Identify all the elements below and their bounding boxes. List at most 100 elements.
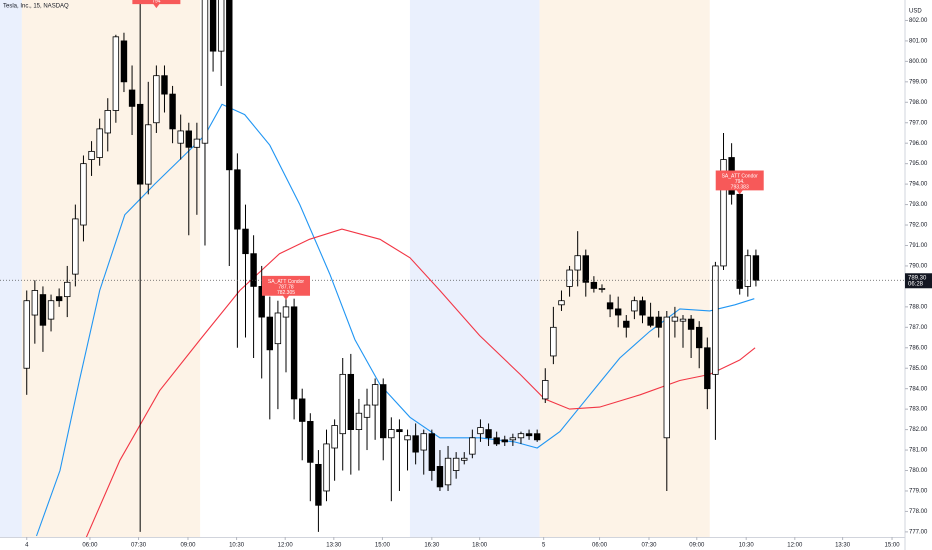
annotation-text: 794.: [735, 179, 745, 185]
annotation-text: 793.383: [731, 185, 749, 191]
candle-body: [712, 265, 719, 375]
x-tick-label: 09:00: [689, 543, 705, 549]
candle-body: [509, 437, 517, 441]
candle-body: [404, 435, 411, 441]
annotation-text: SA_ATT Condor: [268, 279, 305, 285]
x-tick-label: 12:00: [278, 543, 294, 549]
candle-body: [242, 228, 249, 255]
y-tick-label: 800.00: [909, 59, 928, 65]
x-tick-label: 13:30: [326, 543, 342, 549]
candle-body: [566, 269, 573, 287]
candle-body: [72, 218, 79, 275]
x-tick-label: 16:30: [424, 543, 440, 549]
candle-body: [469, 437, 476, 455]
candle-body: [177, 130, 184, 144]
last-price-box: [905, 273, 932, 289]
annotation-box: [132, 0, 181, 9]
candle-body: [679, 318, 687, 322]
candle-body: [696, 326, 703, 349]
y-tick-label: 795.00: [909, 161, 928, 167]
candle-body: [169, 93, 176, 130]
candle-body: [736, 193, 743, 289]
candle-body: [339, 373, 346, 435]
candle-body: [485, 429, 492, 439]
candle-body: [290, 306, 298, 400]
candle-body: [388, 429, 395, 439]
x-tick-label: 06:00: [82, 543, 98, 549]
candle-body: [128, 89, 136, 107]
y-tick-label: 796.00: [909, 141, 928, 147]
candle-body: [104, 110, 111, 134]
candle-body: [145, 124, 152, 185]
candle-body: [639, 300, 646, 316]
countdown: 06:28: [908, 281, 924, 287]
y-tick-label: 798.00: [909, 100, 928, 106]
y-tick-label: 791.00: [909, 243, 928, 249]
candle-body: [412, 435, 419, 453]
currency: USD: [909, 9, 922, 15]
candle-body: [47, 300, 55, 320]
annotation-text: SA_ATT Condor: [722, 173, 759, 179]
y-tick-label: 792.00: [909, 223, 928, 229]
candle-body: [647, 316, 654, 326]
y-tick-label: 787.00: [909, 325, 928, 331]
x-tick-label: 5: [542, 543, 546, 549]
candle-body: [355, 412, 363, 430]
y-tick-label: 781.00: [909, 448, 928, 454]
y-tick-label: 793.00: [909, 202, 928, 208]
candle-body: [371, 384, 379, 406]
candle-body: [161, 75, 168, 95]
x-tick-label: 09:00: [180, 543, 196, 549]
candle-body: [623, 320, 630, 328]
candle-body: [517, 433, 525, 439]
y-tick-label: 785.00: [909, 366, 928, 372]
y-tick-label: 794.00: [909, 182, 928, 188]
candle-body: [428, 433, 436, 471]
annotation-text: 794: [152, 0, 161, 5]
candle-body: [136, 103, 144, 185]
candle-body: [704, 347, 711, 390]
candle-body: [323, 443, 330, 492]
y-tick-label: 778.00: [909, 509, 928, 515]
y-tick-label: 783.00: [909, 407, 928, 413]
candle-body: [477, 427, 484, 435]
candle-body: [558, 300, 565, 306]
candle-body: [533, 433, 541, 441]
candle-body: [282, 306, 290, 318]
candle-body: [493, 437, 500, 445]
candle-body: [671, 316, 679, 322]
annotation-box: [715, 170, 764, 195]
candle-body: [80, 163, 87, 226]
x-tick-label: 15:00: [375, 543, 391, 549]
candle-body: [598, 288, 606, 290]
x-tick-label: 12:00: [787, 543, 803, 549]
candle-body: [452, 457, 460, 471]
candle-body: [64, 281, 71, 298]
candle-body: [606, 302, 614, 310]
candle-body: [501, 439, 508, 443]
candle-body: [444, 457, 452, 486]
last-price-label: 789.30: [908, 275, 927, 281]
x-tick-label: 15:00: [885, 543, 901, 549]
x-tick-label: 10:30: [229, 543, 245, 549]
x-tick-label: 13:30: [835, 543, 851, 549]
y-tick-label: 801.00: [909, 38, 928, 44]
annotation: 794: [132, 0, 181, 9]
candle-body: [258, 285, 265, 318]
candle-body: [299, 398, 306, 422]
session-band: [21, 0, 201, 537]
candle-body: [590, 281, 598, 289]
y-tick-label: 779.00: [909, 489, 928, 495]
candle-body: [153, 75, 160, 124]
y-tick-label: 802.00: [909, 18, 928, 24]
candle-body: [420, 433, 427, 451]
candle-body: [234, 169, 241, 230]
session-band: [539, 0, 710, 537]
x-tick-label: 07:30: [641, 543, 657, 549]
candle-body: [112, 36, 120, 111]
candle-body: [217, 0, 225, 52]
